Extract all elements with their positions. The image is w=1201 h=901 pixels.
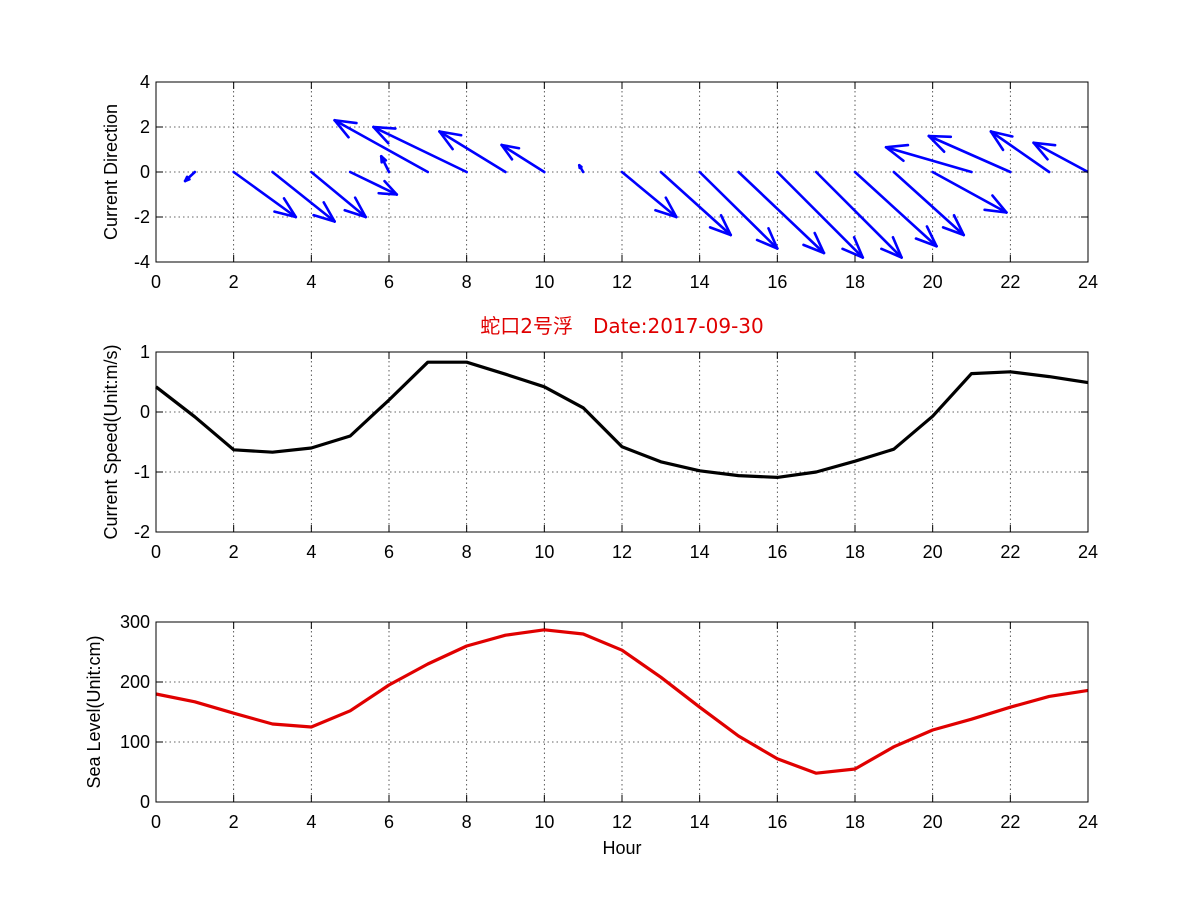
direction-arrow xyxy=(232,170,298,219)
speed-x-tick-label: 10 xyxy=(534,542,554,562)
direction-arrow xyxy=(737,170,826,255)
direction-arrow xyxy=(931,170,1008,214)
direction-x-tick-label: 14 xyxy=(690,272,710,292)
sea-level-x-tick-label: 8 xyxy=(462,812,472,832)
speed-x-tick-label: 18 xyxy=(845,542,865,562)
speed-x-tick-label: 22 xyxy=(1000,542,1020,562)
sea-level-x-tick-label: 14 xyxy=(690,812,710,832)
speed-y-axis-label: Current Speed(Unit:m/s) xyxy=(101,344,121,539)
speed-y-tick-label: 1 xyxy=(140,342,150,362)
speed-y-tick-label: -1 xyxy=(134,462,150,482)
direction-x-tick-label: 8 xyxy=(462,272,472,292)
sea-level-x-tick-label: 10 xyxy=(534,812,554,832)
direction-x-tick-label: 0 xyxy=(151,272,161,292)
direction-arrow xyxy=(500,143,546,174)
speed-x-tick-label: 24 xyxy=(1078,542,1098,562)
direction-x-tick-label: 24 xyxy=(1078,272,1098,292)
direction-arrow xyxy=(853,170,938,248)
speed-x-tick-label: 12 xyxy=(612,542,632,562)
direction-arrow xyxy=(620,170,678,219)
speed-x-tick-label: 0 xyxy=(151,542,161,562)
speed-x-tick-label: 4 xyxy=(306,542,316,562)
direction-arrow xyxy=(577,163,585,174)
x-axis-label: Hour xyxy=(602,838,641,858)
direction-x-tick-label: 10 xyxy=(534,272,554,292)
sea-level-x-tick-label: 24 xyxy=(1078,812,1098,832)
sea-level-x-tick-label: 6 xyxy=(384,812,394,832)
direction-arrow xyxy=(310,170,368,219)
direction-x-tick-label: 20 xyxy=(923,272,943,292)
direction-arrow xyxy=(776,170,865,259)
direction-x-tick-label: 12 xyxy=(612,272,632,292)
speed-x-tick-label: 8 xyxy=(462,542,472,562)
speed-x-tick-label: 20 xyxy=(923,542,943,562)
direction-y-axis-label: Current Direction xyxy=(101,104,121,240)
direction-arrow xyxy=(379,154,391,174)
sea-level-x-tick-label: 20 xyxy=(923,812,943,832)
speed-x-tick-label: 6 xyxy=(384,542,394,562)
direction-arrow xyxy=(927,134,1012,174)
speed-y-tick-label: 0 xyxy=(140,402,150,422)
direction-arrow xyxy=(814,170,903,259)
arrows xyxy=(183,118,1088,259)
direction-x-tick-label: 2 xyxy=(229,272,239,292)
sea-level-y-tick-label: 300 xyxy=(120,612,150,632)
direction-arrow xyxy=(271,170,336,223)
direction-y-tick-label: 4 xyxy=(140,72,150,92)
direction-x-tick-label: 6 xyxy=(384,272,394,292)
sea-level-x-tick-label: 16 xyxy=(767,812,787,832)
sea-level-y-tick-label: 0 xyxy=(140,792,150,812)
direction-arrow xyxy=(372,125,468,174)
speed-x-tick-label: 2 xyxy=(229,542,239,562)
chart-title: 蛇口2号浮 Date:2017-09-30 xyxy=(480,314,764,338)
direction-arrow xyxy=(1032,141,1088,174)
direction-y-tick-label: 0 xyxy=(140,162,150,182)
speed-x-tick-label: 16 xyxy=(767,542,787,562)
direction-arrow xyxy=(698,170,779,250)
sea-level-x-tick-label: 18 xyxy=(845,812,865,832)
direction-x-tick-label: 22 xyxy=(1000,272,1020,292)
sea-level-x-tick-label: 0 xyxy=(151,812,161,832)
direction-y-tick-label: -2 xyxy=(134,207,150,227)
direction-arrow xyxy=(333,118,430,174)
direction-arrow xyxy=(659,170,733,237)
sea-level-x-tick-label: 22 xyxy=(1000,812,1020,832)
direction-x-tick-label: 18 xyxy=(845,272,865,292)
direction-arrow xyxy=(348,170,399,196)
sea-level-x-tick-label: 4 xyxy=(306,812,316,832)
sea-level-y-tick-label: 200 xyxy=(120,672,150,692)
speed-x-tick-label: 14 xyxy=(690,542,710,562)
direction-y-tick-label: -4 xyxy=(134,252,150,272)
direction-arrow xyxy=(892,170,966,237)
direction-arrow xyxy=(183,170,197,183)
sea-level-x-tick-label: 12 xyxy=(612,812,632,832)
sea-level-y-tick-label: 100 xyxy=(120,732,150,752)
sea-level-x-tick-label: 2 xyxy=(229,812,239,832)
direction-arrow xyxy=(438,130,507,174)
direction-x-tick-label: 16 xyxy=(767,272,787,292)
speed-y-tick-label: -2 xyxy=(134,522,150,542)
sea-level-series-line xyxy=(155,628,1089,775)
direction-arrow xyxy=(989,130,1051,174)
direction-x-tick-label: 4 xyxy=(306,272,316,292)
direction-y-tick-label: 2 xyxy=(140,117,150,137)
sea-level-y-axis-label: Sea Level(Unit:cm) xyxy=(84,635,104,788)
direction-arrow xyxy=(884,143,973,174)
speed-series-line xyxy=(155,360,1089,479)
